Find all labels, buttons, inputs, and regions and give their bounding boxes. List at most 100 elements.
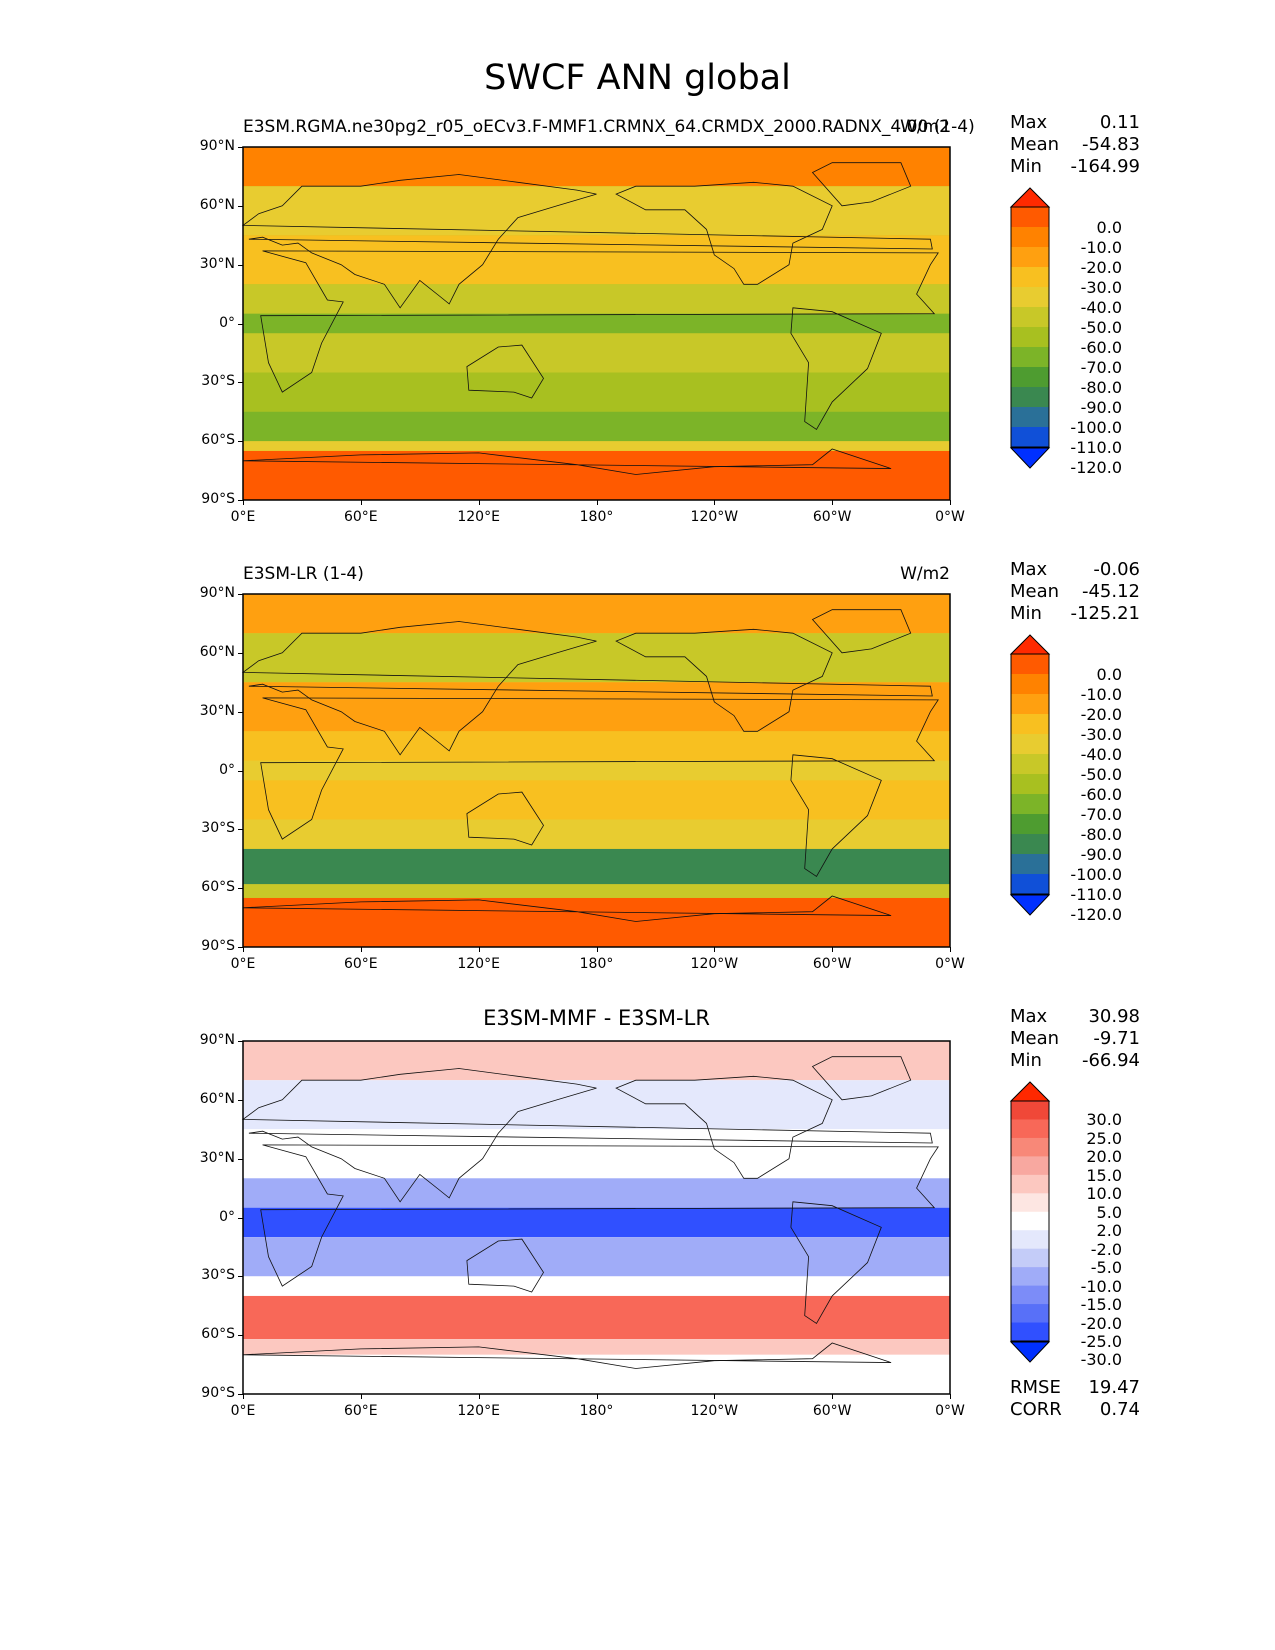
field-band [243,1339,950,1355]
stat-min-label: Min [1010,603,1042,624]
colorbar-segment [1011,227,1049,248]
coastline [242,1342,892,1369]
colorbar-segment [1011,854,1049,875]
lon-tick-mark [950,500,951,505]
coastline [615,181,833,285]
stat-rmse: RMSE 19.47 [1010,1377,1140,1399]
panel-units: W/m2 [900,564,950,584]
lon-tick-label: 180° [579,956,614,972]
field-band [243,682,950,732]
colorbar-tick-label: 0.0 [1096,665,1122,684]
colorbar-tick-label: -5.0 [1090,1258,1122,1278]
coastline [260,250,939,393]
lon-tick-mark [478,1394,480,1399]
lat-tick-label: 90°N [199,138,235,154]
lat-tick-mark [238,1217,243,1219]
colorbar-labels: 30.0 25.0 20.0 15.0 10.0 5.0 2.0 -2.0 -5.0 -10.0-… [1052,1081,1122,1369]
colorbar-segment [1011,1285,1049,1305]
coastline [615,1075,833,1179]
panel-title-left: E3SM-LR (1-4) [243,564,364,584]
colorbar-tick-label: -100.0 [1070,865,1122,884]
lon-tick-label: 120°E [457,1403,500,1419]
field-band [243,284,950,314]
lat-tick-label: 60°S [201,1326,235,1343]
lat-tick-mark [238,1099,243,1101]
stat-max-label: Max [1010,112,1048,133]
colorbar-tick-label: -70.0 [1080,358,1122,377]
colorbar-segment [1011,427,1049,448]
colorbar-segment [1011,1248,1049,1268]
colorbar-tick-label: -110.0 [1070,438,1122,457]
stat-rmse-label: RMSE [1010,1377,1061,1398]
colorbar-segment [1011,674,1049,695]
lat-tick-label: 90°S [201,491,235,507]
colorbar-tick-label: 25.0 [1086,1128,1122,1148]
stats-block: Max -0.06 Mean -45.12 Min -125.21 [1010,559,1140,625]
coastline [466,344,544,399]
lat-tick-mark [238,1394,243,1395]
colorbar-tick-label: -20.0 [1080,1313,1122,1333]
map-ref [241,593,951,948]
colorbar-segment [1011,774,1049,795]
colorbar-segment [1011,814,1049,835]
lon-tick-mark [596,500,598,505]
colorbar-tick-label: -50.0 [1080,318,1122,337]
stat-min: Min -125.21 [1010,603,1140,625]
colorbar-tick-label: 0.0 [1096,218,1122,237]
field-band [243,1129,950,1179]
colorbar-segment [1011,267,1049,288]
colorbar-tick-label: -60.0 [1080,785,1122,804]
colorbar-segment [1011,1156,1049,1176]
panel-units: W/m2 [900,117,950,137]
colorbar-tick-label: -90.0 [1080,398,1122,417]
lat-tick-mark [238,947,243,948]
colorbar-tick-label: -60.0 [1080,338,1122,357]
stat-mean-value: -45.12 [1081,581,1140,602]
coastline [241,1068,933,1203]
stat-max-label: Max [1010,1006,1048,1027]
colorbar [1009,634,1051,916]
coastline [790,754,882,877]
field-band [243,819,950,849]
lat-tick-label: 90°N [199,1032,235,1048]
colorbar-extend-bottom [1009,894,1051,916]
colorbar-segment [1011,1101,1049,1120]
lat-tick-label: 60°N [199,196,235,213]
lon-tick-mark [478,947,480,952]
coastline [466,791,544,846]
lon-tick-mark [714,947,716,952]
colorbar-segment [1011,654,1049,675]
stat-mean-label: Mean [1010,1028,1060,1049]
lon-tick-label: 60°E [343,1403,378,1419]
colorbar-segment [1011,734,1049,755]
coastline [811,609,912,654]
lat-tick-mark [238,829,243,831]
lon-tick-label: 120°E [457,509,500,525]
colorbar [1009,187,1051,469]
lat-tick-label: 0° [219,314,235,331]
colorbar-tick-label: -15.0 [1080,1295,1122,1315]
colorbar-segment [1011,247,1049,268]
stat-mean-label: Mean [1010,581,1060,602]
colorbar-segment [1011,1322,1049,1342]
colorbar-tick-label: -110.0 [1070,885,1122,904]
lat-tick-mark [238,652,243,654]
lon-tick-label: 120°W [690,1403,739,1419]
lon-tick-mark [243,947,244,952]
lon-tick-mark [596,947,598,952]
colorbar-extend-bottom [1009,1341,1051,1363]
stat-min: Min -66.94 [1010,1050,1140,1072]
colorbar-segment [1011,834,1049,855]
field-band [243,1041,950,1081]
colorbar-frame [1010,206,1050,448]
lat-tick-mark [238,500,243,501]
colorbar-labels: 0.0 -10.0 -20.0 -30.0 -40.0 -50.0 -60.0 -70.0 -8… [1052,634,1122,924]
stat-min-label: Min [1010,1050,1042,1071]
field-band [243,884,950,898]
stats-block: Max 30.98 Mean -9.71 Min -66.94 [1010,1006,1140,1072]
coastline [260,697,939,840]
field-band [243,333,950,373]
lon-tick-mark [360,947,362,952]
field-band [243,235,950,285]
colorbar-tick-label: -25.0 [1080,1332,1122,1351]
